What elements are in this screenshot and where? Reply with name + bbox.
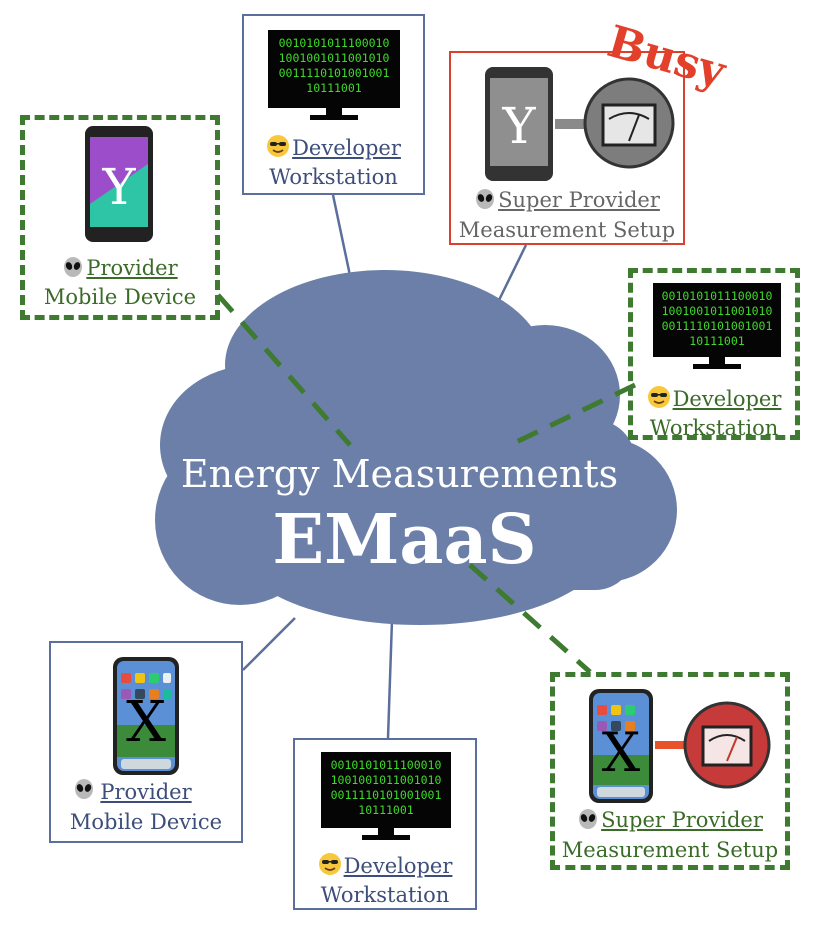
link-provider-bottom-left	[242, 617, 296, 671]
super-provider-sub-label: Measurement Setup	[561, 838, 779, 862]
cloud-title: EMaaS	[272, 500, 537, 580]
power-meter-icon	[655, 701, 771, 789]
iphone-x-icon: X	[113, 657, 179, 775]
cloud-shape	[155, 270, 677, 625]
monitor-icon: 0010101011100010 1001001011001010 00111101…	[321, 752, 451, 840]
provider-node-bottom-left[interactable]: X Provider Mobile Device	[49, 641, 243, 843]
svg-text:Y: Y	[501, 97, 536, 155]
sunglasses-smiley-icon	[647, 385, 671, 415]
super-provider-role-label: Super Provider	[498, 188, 660, 212]
svg-text:X: X	[602, 721, 641, 784]
developer-sub-label: Workstation	[649, 416, 779, 440]
svg-text:Y: Y	[101, 158, 136, 216]
link-developer-right	[508, 382, 637, 448]
monitor-icon: 0010101011100010 1001001011001010 00111101…	[268, 30, 400, 120]
developer-node-bottom[interactable]: 0010101011100010 1001001011001010 00111101…	[293, 738, 477, 910]
super-provider-node-bottom-right[interactable]: X Super Provider Measurement Setup	[550, 672, 790, 870]
developer-node-right[interactable]: 0010101011100010 1001001011001010 00111101…	[628, 268, 800, 440]
svg-text:X: X	[126, 690, 166, 755]
alien-icon	[73, 778, 95, 806]
developer-role-label: Developer	[292, 136, 401, 160]
link-developer-top	[331, 194, 354, 286]
link-developer-bottom	[386, 619, 394, 739]
provider-sub-label: Mobile Device	[43, 285, 197, 309]
power-meter-icon	[555, 77, 675, 169]
link-super-provider-bottom-right	[468, 563, 592, 674]
alien-icon	[474, 188, 496, 216]
super-provider-node-top-right[interactable]: Y Super Provider Measurement Setup	[449, 51, 685, 245]
developer-role-label: Developer	[672, 387, 782, 411]
provider-role-label: Provider	[86, 256, 178, 280]
alien-icon	[577, 808, 599, 836]
provider-node-top-left[interactable]: Y Provider Mobile Device	[20, 115, 220, 320]
android-phone-icon: Y	[85, 126, 153, 242]
developer-sub-label: Workstation	[320, 883, 450, 907]
iphone-x-icon: X	[589, 689, 653, 803]
alien-icon	[62, 256, 84, 284]
developer-node-top[interactable]: 0010101011100010 1001001011001010 00111101…	[242, 14, 425, 195]
developer-sub-label: Workstation	[269, 165, 398, 189]
super-provider-role-label: Super Provider	[601, 808, 763, 832]
super-provider-sub-label: Measurement Setup	[458, 218, 676, 242]
android-phone-icon: Y	[485, 67, 553, 181]
provider-role-label: Provider	[100, 780, 192, 804]
provider-sub-label: Mobile Device	[69, 810, 223, 834]
sunglasses-smiley-icon	[266, 134, 290, 164]
monitor-icon: 0010101011100010 1001001011001010 00111101…	[653, 283, 781, 369]
sunglasses-smiley-icon	[318, 852, 342, 882]
cloud-subtitle: Energy Measurements	[180, 452, 619, 496]
developer-role-label: Developer	[343, 854, 453, 878]
